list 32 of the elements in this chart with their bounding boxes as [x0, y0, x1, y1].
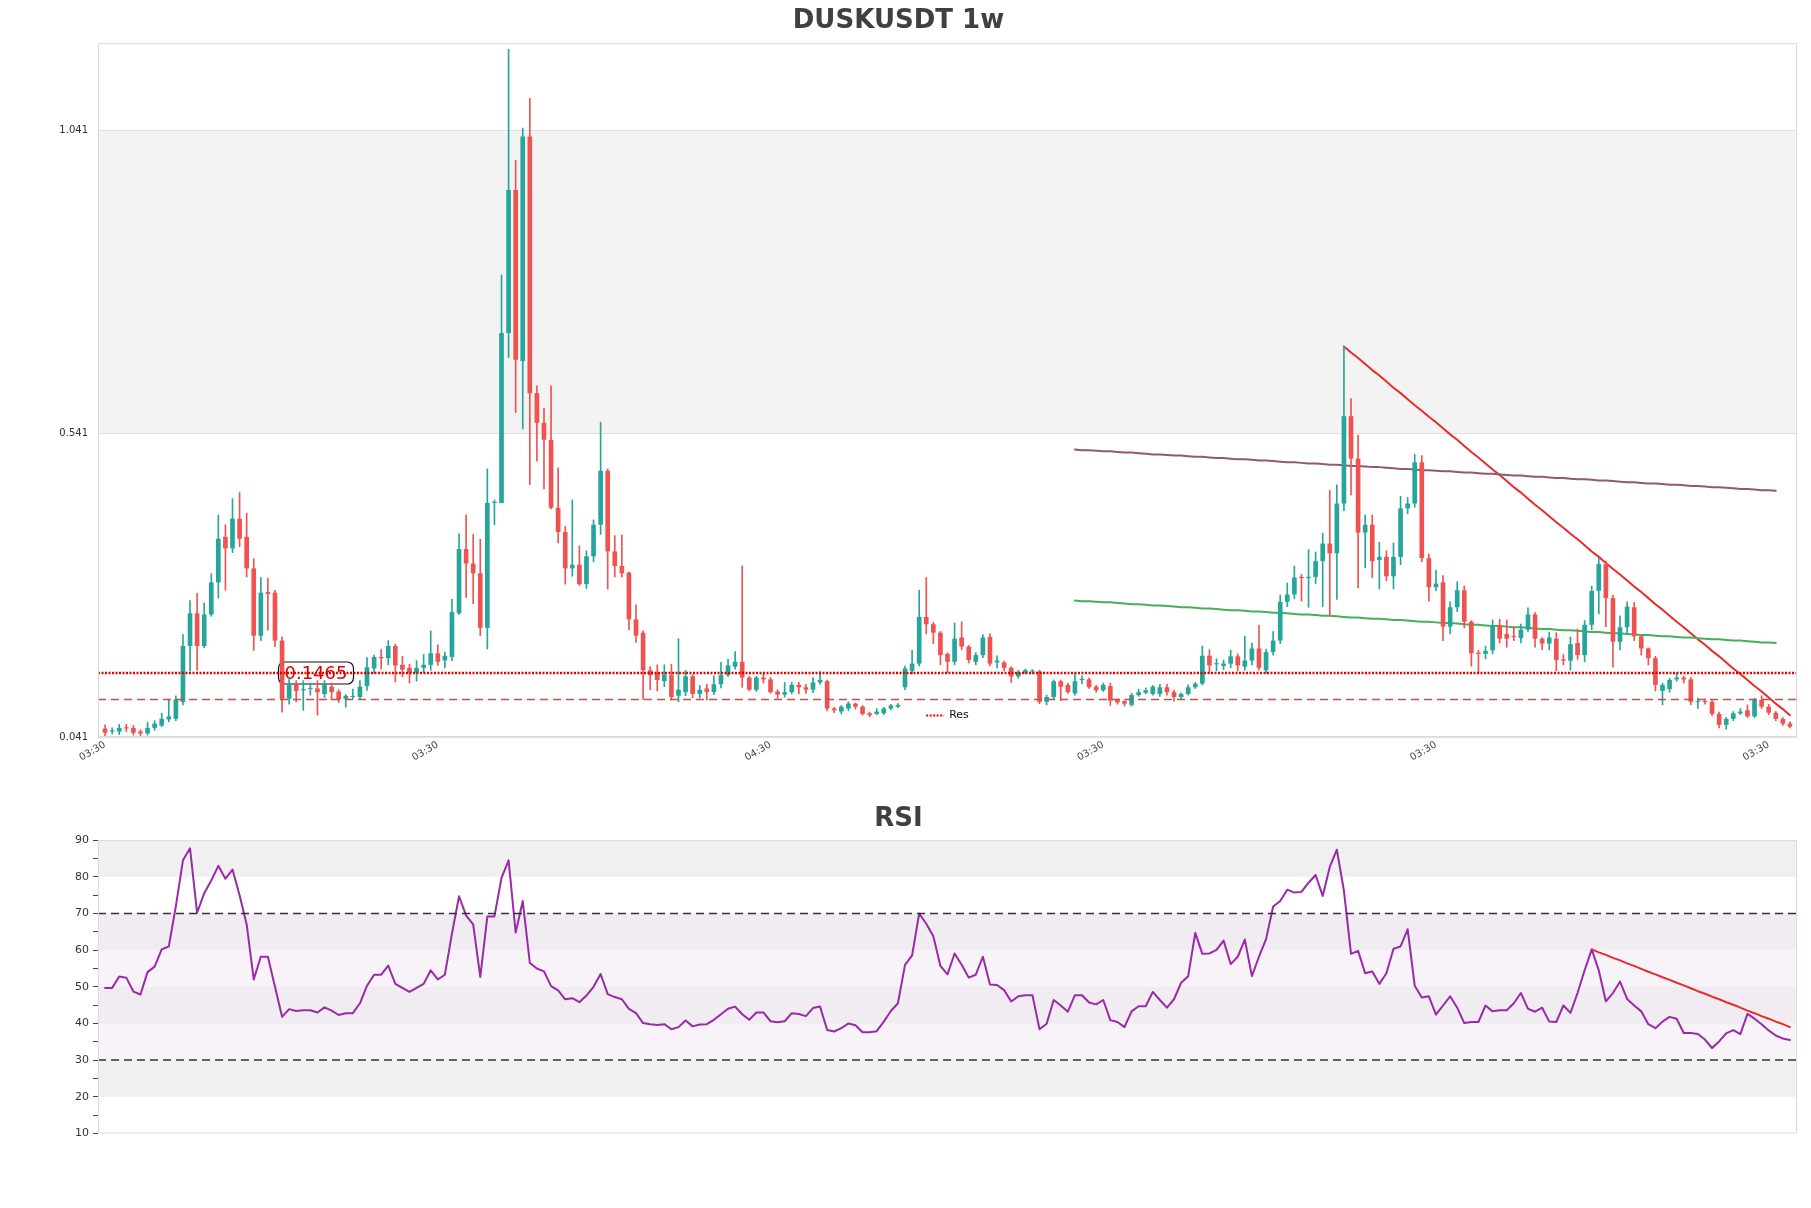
- candlestick: [123, 723, 129, 732]
- y-tick-label: 0.041: [59, 730, 88, 742]
- legend-label: Res: [949, 708, 970, 722]
- y-tick-label: 0.541: [59, 427, 88, 439]
- y-tick-label: 1.041: [59, 124, 88, 136]
- chart-title: DUSKUSDT 1w: [792, 4, 1005, 35]
- candlestick: [265, 577, 271, 631]
- candlestick: [1511, 626, 1517, 641]
- y-tick-label: 50: [75, 979, 89, 993]
- candlestick: [1320, 532, 1326, 607]
- candlestick: [470, 534, 476, 604]
- y-tick-label: 40: [75, 1016, 89, 1030]
- candlestick: [697, 685, 703, 699]
- candlestick: [166, 699, 172, 723]
- candlestick: [923, 577, 929, 635]
- y-tick-label: 30: [75, 1052, 89, 1066]
- y-tick-label: 10: [75, 1126, 89, 1140]
- candlestick: [1376, 541, 1382, 590]
- chart-title: RSI: [874, 802, 923, 833]
- candlestick: [782, 682, 788, 698]
- y-tick-label: 70: [75, 906, 89, 920]
- y-tick-label: 90: [75, 833, 89, 847]
- candlestick: [343, 694, 349, 708]
- y-tick-label: 20: [75, 1089, 89, 1103]
- candlestick: [1327, 489, 1333, 617]
- candlestick: [1504, 619, 1510, 648]
- candlestick: [739, 565, 745, 688]
- candlestick: [874, 708, 880, 715]
- candlestick: [1242, 636, 1248, 671]
- candlestick: [1362, 514, 1368, 569]
- y-tick-label: 80: [75, 869, 89, 883]
- y-tick-label: 60: [75, 943, 89, 957]
